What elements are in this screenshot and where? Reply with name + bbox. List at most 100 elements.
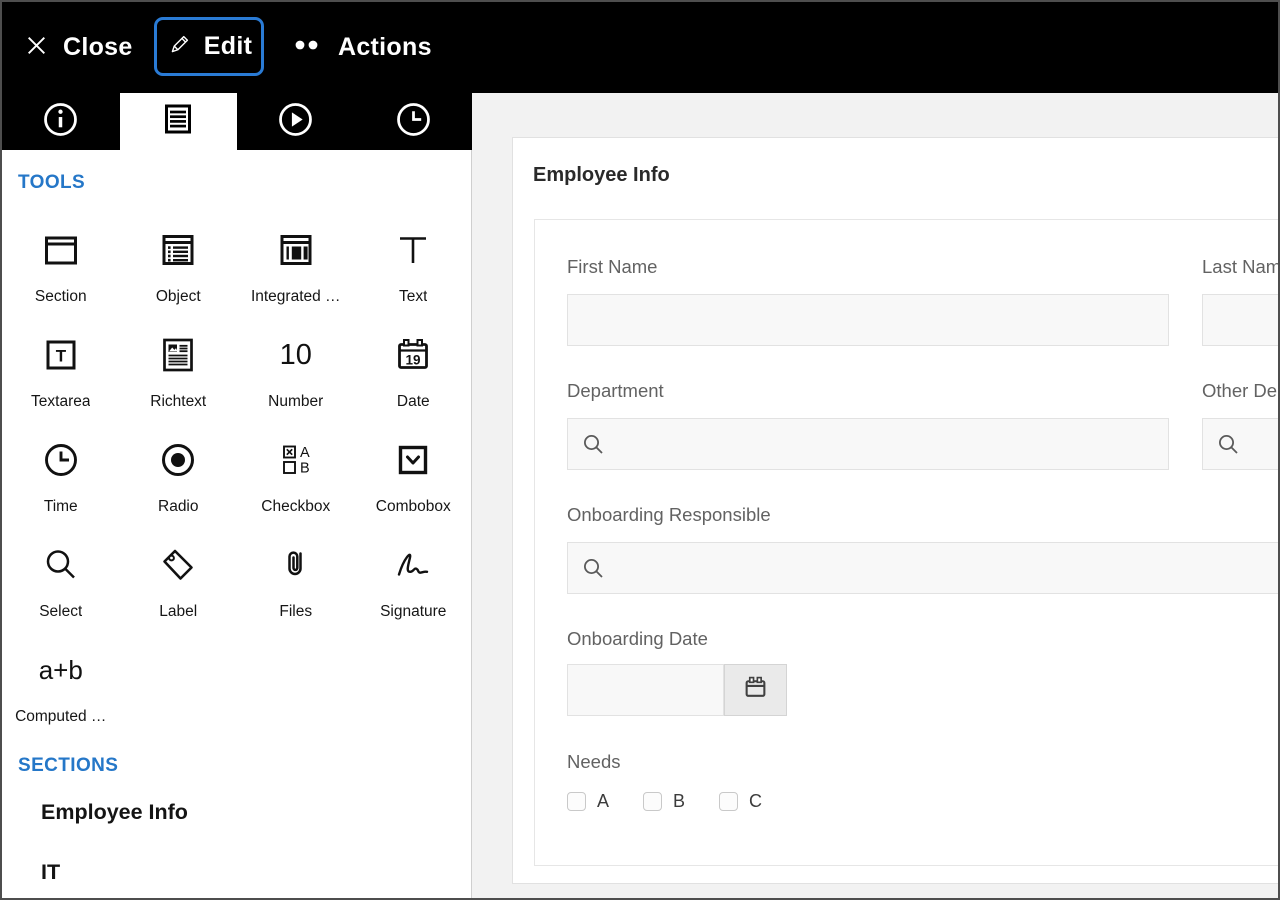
onboarding-responsible-label: Onboarding Responsible [567, 504, 771, 525]
other-department-label: Other Department [1202, 380, 1278, 401]
sidebar-section-it[interactable]: IT [41, 860, 61, 884]
edit-button[interactable]: Edit [154, 17, 264, 76]
needs-checkbox-group: A B C [567, 791, 762, 812]
tool-label: Textarea [31, 393, 91, 410]
calendar-icon [743, 675, 768, 705]
form-section-body: First Name Last Name Department Other D [534, 219, 1280, 866]
checkbox-unchecked[interactable] [719, 792, 739, 811]
tool-label: Richtext [150, 393, 207, 410]
last-name-input[interactable] [1202, 294, 1278, 346]
close-icon [24, 33, 49, 63]
tool-signature[interactable]: Signature [355, 533, 473, 638]
tool-label: Label [159, 603, 198, 620]
sidebar-section-employee-info[interactable]: Employee Info [41, 800, 188, 824]
needs-label: Needs [567, 751, 621, 772]
tool-label: Checkbox [261, 498, 331, 515]
checkbox-unchecked[interactable] [643, 792, 663, 811]
tool-label: Object [155, 288, 201, 305]
onboarding-date-label: Onboarding Date [567, 628, 708, 649]
checkbox-option-b[interactable]: B [643, 791, 685, 812]
department-select-input[interactable] [567, 418, 1169, 470]
radio-icon [120, 434, 238, 486]
two-dots-icon [294, 37, 324, 58]
combobox-icon [355, 434, 473, 486]
svg-text:T: T [56, 347, 67, 366]
first-name-label: First Name [567, 256, 658, 277]
tool-text[interactable]: Text [355, 218, 473, 323]
tool-richtext[interactable]: Richtext [120, 323, 238, 428]
tools-sidebar: TOOLS Section [2, 150, 472, 898]
checkbox-icon: A B [237, 434, 355, 486]
checkbox-option-label: A [597, 791, 610, 811]
tab-history[interactable] [355, 93, 473, 150]
tool-object[interactable]: Object [120, 218, 238, 323]
checkbox-option-c[interactable]: C [719, 791, 762, 812]
tab-run[interactable] [237, 93, 355, 150]
signature-icon [355, 539, 473, 591]
tag-icon [120, 539, 238, 591]
checkbox-option-a[interactable]: A [567, 791, 609, 812]
edit-label: Edit [203, 32, 253, 60]
form-list-icon [158, 99, 198, 144]
tool-label: Files [279, 603, 313, 620]
textarea-icon: T [2, 329, 120, 381]
text-icon [355, 224, 473, 276]
close-button[interactable]: Close [24, 2, 133, 93]
topbar: Close Edit Actions [2, 2, 1278, 93]
tool-date[interactable]: 19 Date [355, 323, 473, 428]
tool-select[interactable]: Select [2, 533, 120, 638]
tool-label-tag[interactable]: Label [120, 533, 238, 638]
tool-checkbox[interactable]: A B Checkbox [237, 428, 355, 533]
svg-text:B: B [300, 460, 310, 476]
tool-textarea[interactable]: T Textarea [2, 323, 120, 428]
tool-files[interactable]: Files [237, 533, 355, 638]
onboarding-responsible-select-input[interactable] [567, 542, 1278, 594]
tools-palette: Section [2, 218, 472, 743]
checkbox-option-label: C [749, 791, 763, 811]
tab-form-designer[interactable] [119, 93, 237, 150]
tool-label: Text [399, 288, 428, 305]
tool-time[interactable]: Time [2, 428, 120, 533]
tool-label: Time [43, 498, 78, 515]
first-name-input[interactable] [567, 294, 1169, 346]
sidebar-tabstrip [2, 93, 472, 150]
tool-section[interactable]: Section [2, 218, 120, 323]
tool-integrated-object[interactable]: Integrated … [237, 218, 355, 323]
tool-label: Integrated … [250, 288, 341, 305]
number-icon: 10 [279, 338, 312, 371]
tool-number[interactable]: 10 Number [237, 323, 355, 428]
tool-label: Combobox [375, 498, 451, 515]
richtext-icon [120, 329, 238, 381]
tool-combobox[interactable]: Combobox [355, 428, 473, 533]
actions-label: Actions [338, 33, 432, 61]
department-label: Department [567, 380, 664, 401]
onboarding-date-input[interactable] [567, 664, 724, 716]
tool-label: Number [268, 393, 324, 410]
object-icon [120, 224, 238, 276]
form-card: Employee Info First Name Last Name Depar… [512, 137, 1280, 884]
tool-computed[interactable]: a+b Computed … [2, 638, 120, 743]
last-name-label: Last Name [1202, 256, 1280, 277]
actions-button[interactable]: Actions [294, 2, 432, 93]
tab-info[interactable] [2, 93, 120, 150]
select-search-icon [2, 539, 120, 591]
checkbox-unchecked[interactable] [567, 792, 586, 811]
form-section-title: Employee Info [533, 164, 670, 186]
other-department-select-input[interactable] [1202, 418, 1278, 470]
svg-text:A: A [300, 445, 310, 461]
tool-label: Section [34, 288, 87, 305]
sections-heading: SECTIONS [18, 755, 119, 776]
tools-heading: TOOLS [18, 172, 86, 193]
tool-label: Signature [380, 603, 447, 620]
tool-radio[interactable]: Radio [120, 428, 238, 533]
info-icon [40, 99, 81, 145]
date-picker-button[interactable] [724, 664, 787, 716]
form-canvas: Employee Info First Name Last Name Depar… [472, 93, 1280, 898]
svg-text:19: 19 [406, 353, 421, 368]
tool-label: Radio [158, 498, 199, 515]
time-clock-icon [2, 434, 120, 486]
pencil-icon [166, 31, 193, 63]
paperclip-icon [237, 539, 355, 591]
checkbox-option-label: B [673, 791, 686, 811]
